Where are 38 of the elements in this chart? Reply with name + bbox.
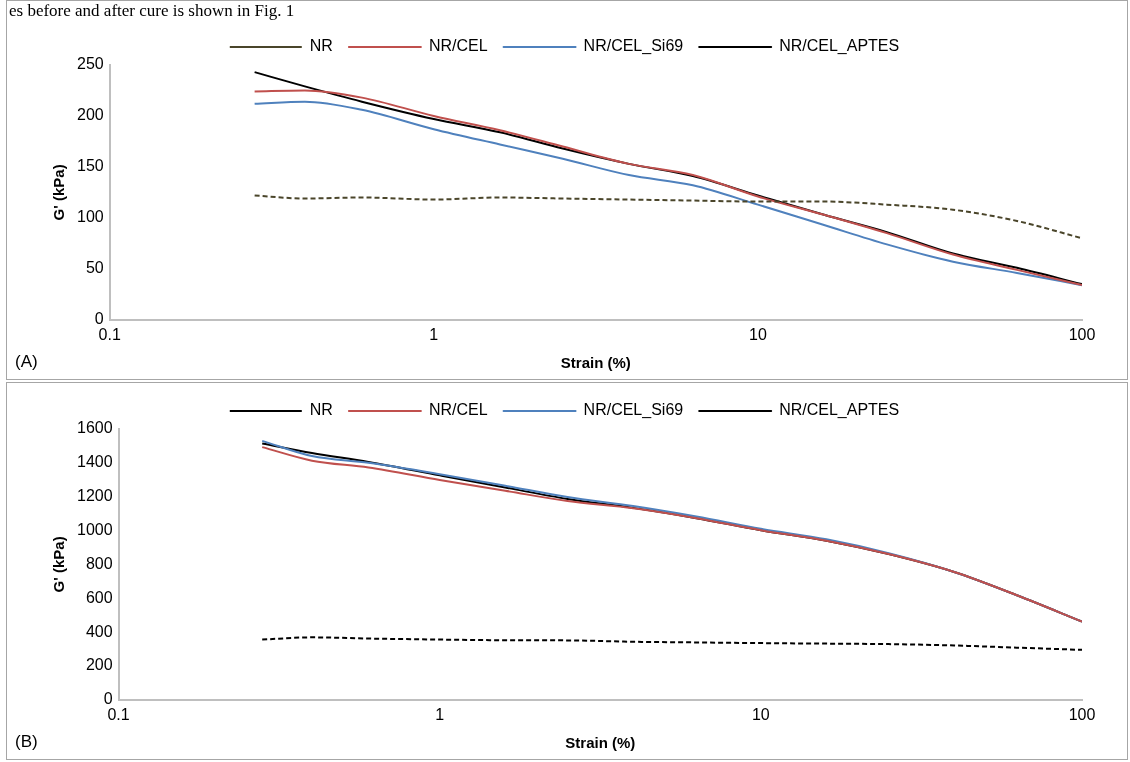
x-tick-label: 10 [751, 705, 770, 723]
y-tick-label: 800 [85, 554, 113, 572]
x-tick-label: 1 [429, 325, 439, 343]
legend-label: NR/CEL_Si69 [583, 401, 684, 420]
y-tick-label: 200 [85, 656, 113, 674]
y-tick-label: 50 [85, 259, 104, 277]
y-tick-label: 1200 [77, 487, 113, 505]
text: (A) [15, 352, 38, 372]
x-tick-label: 100 [1068, 705, 1096, 723]
x-tick-label: 10 [749, 325, 767, 343]
y-tick-label: 0 [94, 310, 104, 328]
legend-label: NR/CEL_Si69 [583, 37, 684, 56]
x-tick-label: 0.1 [107, 705, 130, 723]
y-tick-label: 1000 [77, 520, 113, 538]
x-axis-title: Strain (%) [565, 734, 636, 752]
y-tick-label: 1600 [77, 419, 113, 437]
text: (B) [15, 732, 38, 752]
y-tick-label: 150 [76, 157, 104, 175]
x-tick-label: 0.1 [98, 325, 121, 343]
y-tick-label: 0 [103, 690, 113, 708]
x-tick-label: 1 [435, 705, 445, 723]
y-tick-label: 600 [85, 588, 113, 606]
legend-label: NR [309, 401, 333, 419]
legend-label: NR [309, 37, 333, 55]
legend-label: NR/CEL_APTES [779, 401, 900, 420]
y-tick-label: 100 [76, 208, 104, 226]
legend-label: NR/CEL [428, 401, 488, 419]
y-axis-title: G' (kPa) [50, 164, 68, 221]
x-axis-title: Strain (%) [560, 354, 631, 372]
y-tick-label: 250 [76, 55, 104, 73]
legend-label: NR/CEL [428, 37, 488, 55]
x-tick-label: 100 [1068, 325, 1096, 343]
y-axis-title: G' (kPa) [50, 536, 68, 593]
y-tick-label: 200 [76, 106, 104, 124]
y-tick-label: 1400 [77, 453, 113, 471]
text: es before and after cure is shown in Fig. 1 [9, 0, 295, 20]
y-tick-label: 400 [85, 622, 113, 640]
legend-label: NR/CEL_APTES [779, 37, 900, 56]
